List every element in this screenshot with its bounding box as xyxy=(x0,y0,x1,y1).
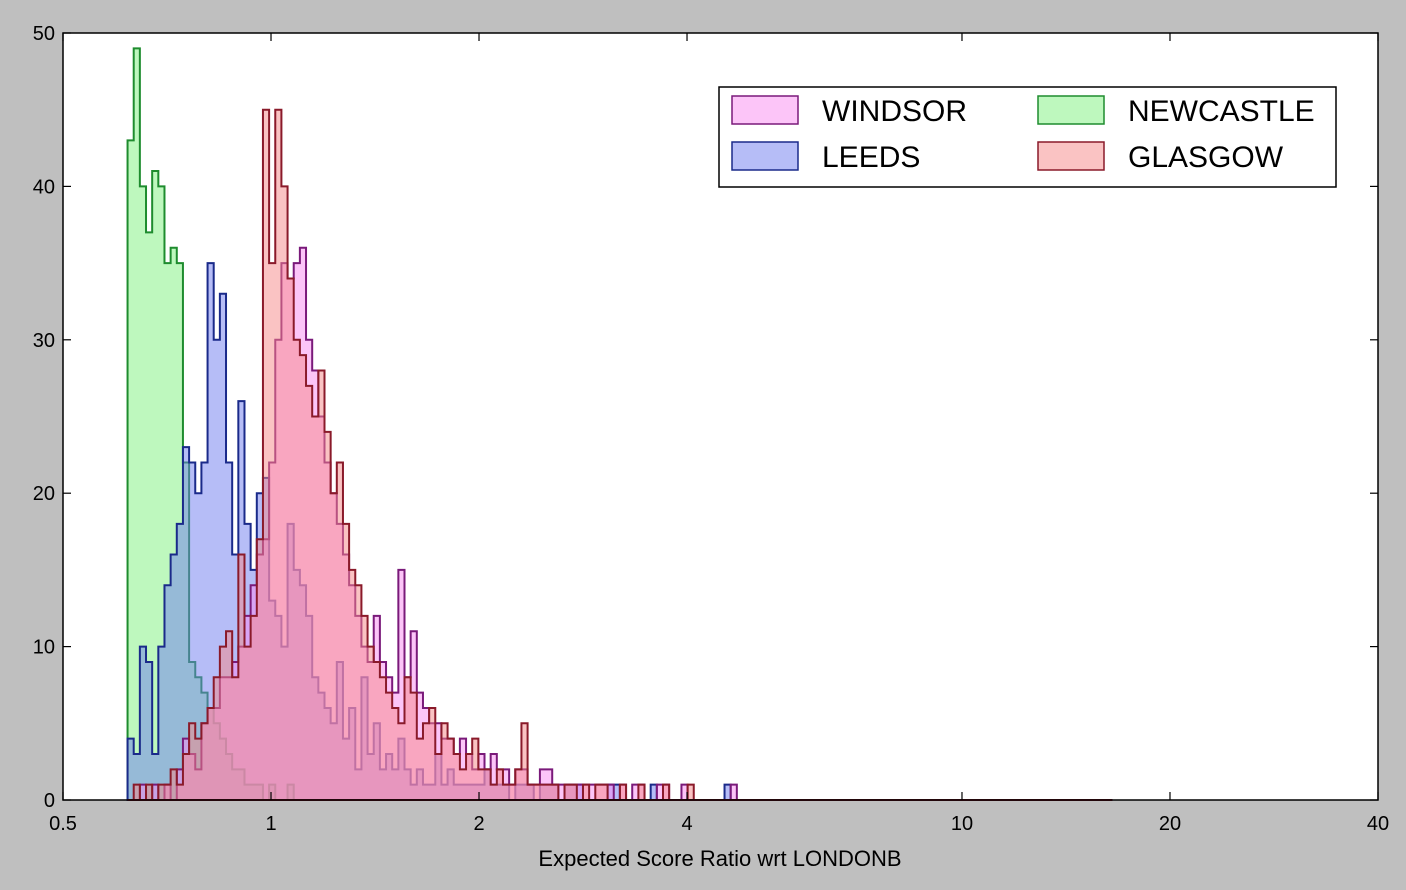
legend-box xyxy=(718,86,1337,188)
legend-label-glasgow: GLASGOW xyxy=(1128,141,1284,174)
y-ticks: 0 10 20 30 40 50 xyxy=(33,23,1378,812)
x-tick-label: 4 xyxy=(681,813,692,835)
legend-label-windsor: WINDSOR xyxy=(822,95,967,128)
legend-swatch-windsor xyxy=(731,95,799,125)
x-ticks: 0.5 1 2 4 10 20 40 xyxy=(49,33,1389,835)
legend-swatch-leeds xyxy=(731,141,799,171)
y-tick-label: 10 xyxy=(33,637,55,659)
legend-swatch-glasgow xyxy=(1037,141,1105,171)
legend: WINDSOR LEEDS NEWCASTLE GLASGOW xyxy=(718,86,1337,188)
y-tick-label: 0 xyxy=(44,790,55,812)
legend-label-leeds: LEEDS xyxy=(822,141,920,174)
legend-swatch-newcastle xyxy=(1037,95,1105,125)
plot-frame xyxy=(62,32,1379,801)
x-tick-label: 0.5 xyxy=(49,813,77,835)
y-tick-label: 40 xyxy=(33,176,55,198)
x-tick-label: 10 xyxy=(951,813,973,835)
x-tick-label: 1 xyxy=(265,813,276,835)
y-tick-label: 20 xyxy=(33,483,55,505)
x-tick-label: 2 xyxy=(473,813,484,835)
x-axis-label: Expected Score Ratio wrt LONDONB xyxy=(538,846,901,871)
legend-label-newcastle: NEWCASTLE xyxy=(1128,95,1315,128)
y-tick-label: 50 xyxy=(33,23,55,45)
y-tick-label: 30 xyxy=(33,330,55,352)
x-tick-label: 20 xyxy=(1159,813,1181,835)
x-tick-label: 40 xyxy=(1367,813,1389,835)
